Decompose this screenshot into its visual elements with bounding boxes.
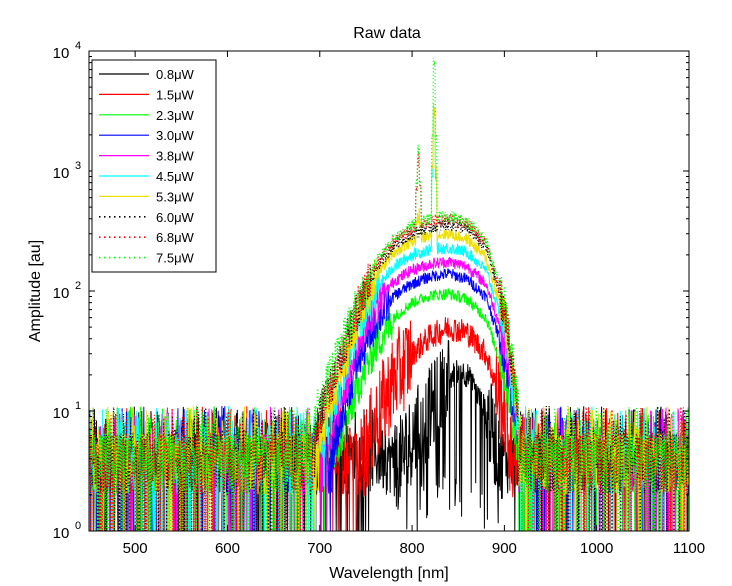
legend-label: 3.8μW xyxy=(156,149,195,164)
y-tick-exponent: 1 xyxy=(75,400,81,412)
x-tick-label: 600 xyxy=(215,540,240,557)
x-tick-label: 900 xyxy=(492,540,517,557)
x-tick-label: 500 xyxy=(123,540,148,557)
y-axis-title: Amplitude [au] xyxy=(27,240,44,342)
legend-label: 3.0μW xyxy=(156,128,195,143)
legend-label: 6.8μW xyxy=(156,230,195,245)
y-tick-label: 10 xyxy=(53,45,70,62)
y-tick-label: 10 xyxy=(53,285,70,302)
legend: 0.8μW 1.5μW 2.3μW 3.0μW 3.8μW 4.5μW 5.3μW 6.0μW… xyxy=(91,59,217,273)
legend-label: 1.5μW xyxy=(156,87,195,102)
legend-label: 5.3μW xyxy=(156,189,195,204)
y-tick-exponent: 4 xyxy=(75,40,81,52)
x-tick-label: 1100 xyxy=(673,540,705,557)
y-tick-label: 10 xyxy=(53,405,70,422)
y-tick-exponent: 0 xyxy=(75,520,81,532)
y-tick-label: 10 xyxy=(53,525,70,542)
chart-title: Raw data xyxy=(353,25,421,42)
legend-label: 2.3μW xyxy=(156,108,195,123)
y-tick-label: 10 xyxy=(53,165,70,182)
legend-label: 4.5μW xyxy=(156,169,195,184)
legend-label: 0.8μW xyxy=(156,67,195,82)
x-tick-label: 1000 xyxy=(580,540,613,557)
legend-label: 6.0μW xyxy=(156,210,195,225)
x-tick-label: 800 xyxy=(400,540,425,557)
series-line-8 xyxy=(89,218,689,531)
legend-label: 7.5μW xyxy=(156,251,195,266)
y-tick-exponent: 3 xyxy=(75,160,81,172)
x-tick-label: 700 xyxy=(307,540,332,557)
legend-box xyxy=(91,59,217,273)
series-line-9 xyxy=(89,152,689,531)
y-tick-exponent: 2 xyxy=(75,280,81,292)
x-axis-title: Wavelength [nm] xyxy=(329,565,448,582)
